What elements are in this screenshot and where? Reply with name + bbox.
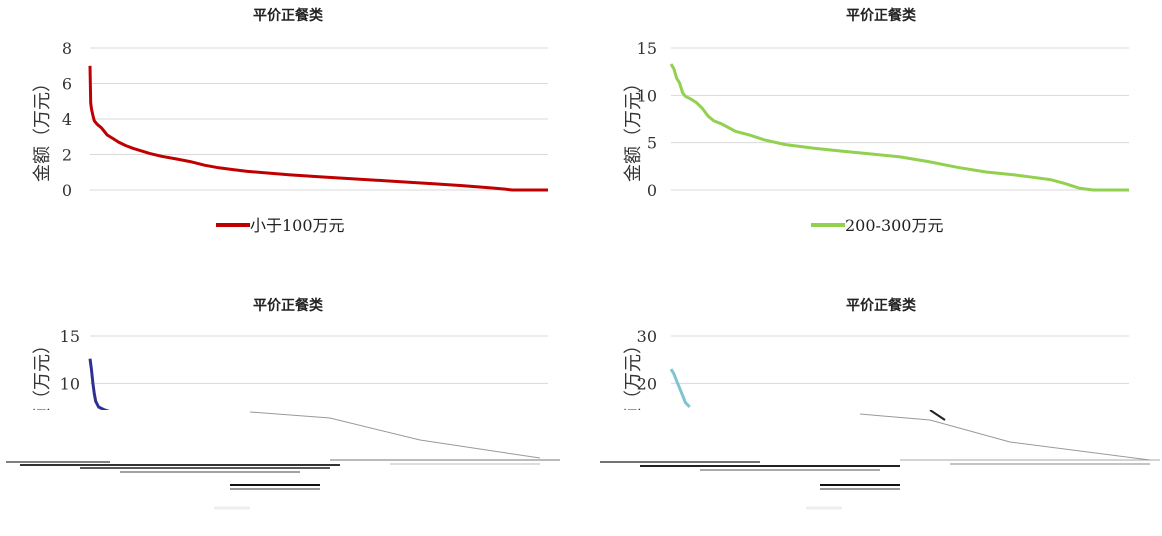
chart-title: 平价正餐类: [846, 297, 917, 314]
y-tick-label: 30: [637, 327, 657, 346]
legend-label: 大于300万元: [1002, 505, 1097, 524]
legend: 大于300万元: [967, 505, 1097, 524]
series-lines: [88, 358, 111, 414]
chart-svg-large: 平价正餐类 5 20 30 金额（万元） 大于300万元: [623, 297, 1129, 524]
y-axis-label: 金额（万元）: [32, 336, 53, 444]
y-tick-label: 20: [637, 374, 657, 393]
chart-svg-small: 平价正餐类 0 2 4 6 8 金额（万元） 小于100万元: [32, 7, 548, 235]
chart-title: 平价正餐类: [253, 297, 324, 314]
y-axis-label: 金额（万元）: [623, 336, 644, 444]
y-axis-label: 金额（万元）: [32, 74, 53, 182]
legend-label: 200-300万元: [845, 216, 944, 235]
y-tick-labels: 0 5 10 15: [637, 39, 657, 200]
chart-panel-mid-low: 平价正餐类 10 15 金额（万元） 100-200万元: [0, 268, 581, 536]
series-line: [88, 358, 111, 414]
legend-label: 100-200万元: [406, 505, 505, 524]
y-tick-label: 0: [647, 181, 657, 200]
y-tick-label: 10: [60, 374, 80, 393]
chart-title: 平价正餐类: [846, 7, 917, 24]
y-tick-label: 2: [62, 146, 72, 165]
series-line: [88, 65, 548, 192]
legend: 100-200万元: [370, 505, 505, 524]
y-tick-label: 5: [647, 445, 657, 464]
y-tick-label: 4: [62, 110, 72, 129]
grid-lines: [671, 47, 1129, 191]
y-tick-label: 5: [647, 134, 657, 153]
series-lines: [669, 63, 1129, 192]
legend: 小于100万元: [216, 216, 345, 235]
grid-lines: [90, 335, 548, 384]
chart-svg-mid-high: 平价正餐类 0 5 10 15 金额（万元） 200-300万元: [623, 7, 1129, 235]
series-line: [669, 368, 691, 409]
series-lines: [669, 368, 691, 409]
y-tick-labels: 0 2 4 6 8: [62, 39, 72, 200]
y-tick-label: 15: [60, 327, 80, 346]
chart-svg-mid-low: 平价正餐类 10 15 金额（万元） 100-200万元: [32, 297, 548, 524]
grid-lines: [90, 47, 548, 191]
series-line: [669, 63, 1129, 192]
chart-panel-small: 平价正餐类 0 2 4 6 8 金额（万元） 小于100万元: [0, 0, 581, 268]
y-axis-label: 金额（万元）: [623, 74, 644, 182]
legend: 200-300万元: [811, 216, 944, 235]
chart-panel-large: 平价正餐类 5 20 30 金额（万元） 大于300万元: [581, 268, 1162, 536]
grid-lines: [671, 335, 1129, 455]
chart-title: 平价正餐类: [253, 7, 324, 24]
y-tick-label: 6: [62, 75, 72, 94]
chart-panel-mid-high: 平价正餐类 0 5 10 15 金额（万元） 200-300万元: [581, 0, 1162, 268]
y-tick-label: 15: [637, 39, 657, 58]
series-lines: [88, 65, 548, 192]
y-tick-labels: 10 15: [60, 327, 80, 393]
legend-label: 小于100万元: [250, 216, 345, 235]
y-tick-label: 0: [62, 181, 72, 200]
y-tick-label: 10: [637, 86, 657, 105]
y-tick-label: 8: [62, 39, 72, 58]
